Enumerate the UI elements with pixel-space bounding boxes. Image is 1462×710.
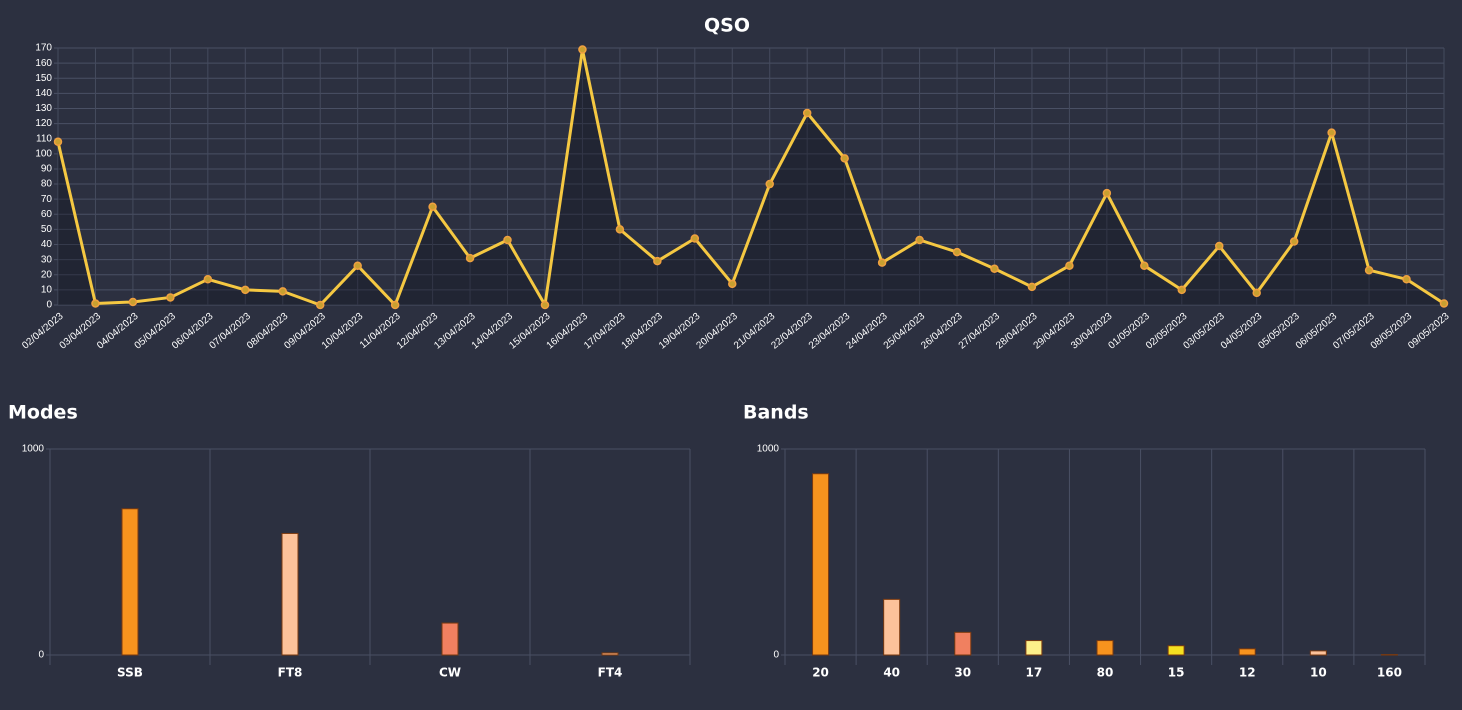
x-tick-label: FT4 xyxy=(598,666,623,680)
x-tick-label: 12 xyxy=(1239,666,1256,680)
bar xyxy=(121,508,139,656)
y-tick-label: 30 xyxy=(41,254,53,265)
y-tick-label: 80 xyxy=(41,179,53,190)
point xyxy=(653,256,662,266)
y-tick-label: 40 xyxy=(41,239,53,250)
bar xyxy=(954,631,972,656)
point xyxy=(315,300,325,310)
x-tick-label: 17 xyxy=(1026,666,1043,680)
x-tick-label: 160 xyxy=(1377,666,1402,680)
y-tick-label: 70 xyxy=(41,194,53,205)
point xyxy=(1214,241,1224,251)
chart-title: Bands xyxy=(743,402,809,424)
y-tick-label: 60 xyxy=(41,209,53,220)
point xyxy=(728,279,737,289)
point xyxy=(540,300,550,310)
bar xyxy=(601,652,619,656)
x-tick-label: 30 xyxy=(954,666,971,680)
point xyxy=(802,108,812,118)
point xyxy=(877,258,887,267)
point xyxy=(1364,265,1374,275)
point xyxy=(428,202,437,211)
point xyxy=(166,293,175,302)
point xyxy=(990,264,999,273)
bar xyxy=(281,532,299,656)
x-tick-label: 80 xyxy=(1097,666,1114,680)
area xyxy=(58,49,1444,305)
line xyxy=(56,48,1445,307)
point xyxy=(1402,275,1411,284)
x-tick-label: CW xyxy=(439,666,461,680)
point xyxy=(578,45,587,54)
y-tick-label: 130 xyxy=(35,103,52,114)
point xyxy=(1177,285,1187,295)
bar xyxy=(883,598,901,656)
bar xyxy=(1309,650,1327,656)
point xyxy=(615,225,625,234)
chart-title: Modes xyxy=(8,402,78,424)
x-tick-label: 09/05/2023 xyxy=(1406,311,1452,352)
x-tick-label: 10/04/2023 xyxy=(320,311,366,352)
point xyxy=(1289,237,1299,246)
point xyxy=(1439,299,1449,308)
point xyxy=(1065,261,1074,270)
point xyxy=(503,235,512,245)
bar xyxy=(1096,640,1114,656)
point xyxy=(465,253,475,263)
y-tick-label: 0 xyxy=(46,300,52,311)
y-tick-label: 150 xyxy=(35,73,52,84)
point xyxy=(1327,128,1336,137)
point xyxy=(241,285,250,295)
point xyxy=(1102,188,1112,198)
point xyxy=(390,300,400,310)
point xyxy=(278,287,288,296)
y-tick-label: 1000 xyxy=(22,444,45,455)
point xyxy=(952,247,962,257)
y-tick-label: 90 xyxy=(41,164,53,175)
point xyxy=(1027,282,1037,292)
x-tick-label: SSB xyxy=(117,666,143,680)
y-tick-label: 140 xyxy=(35,88,52,99)
bar xyxy=(1238,648,1256,656)
y-tick-label: 10 xyxy=(41,285,53,296)
x-tick-label: 15 xyxy=(1168,666,1185,680)
y-tick-label: 110 xyxy=(36,133,52,144)
y-tick-label: 50 xyxy=(41,224,53,235)
y-tick-label: 0 xyxy=(773,650,779,661)
point xyxy=(1252,288,1261,298)
bar xyxy=(441,622,459,656)
point xyxy=(1140,261,1149,270)
y-tick-label: 20 xyxy=(41,269,53,280)
y-tick-label: 120 xyxy=(35,118,52,129)
bar xyxy=(1025,640,1043,656)
y-tick-label: 0 xyxy=(38,650,44,661)
y-tick-label: 160 xyxy=(35,58,52,69)
x-tick-label: 40 xyxy=(883,666,900,680)
x-tick-label: FT8 xyxy=(278,666,303,680)
point xyxy=(765,179,774,189)
y-tick-label: 100 xyxy=(35,148,52,159)
point xyxy=(128,297,138,307)
x-tick-label: 20 xyxy=(812,666,829,680)
point xyxy=(690,234,700,243)
y-tick-label: 1000 xyxy=(757,444,780,455)
point xyxy=(915,235,924,245)
bar xyxy=(812,473,830,656)
bar xyxy=(1167,645,1185,656)
point xyxy=(353,261,362,270)
chart-title: QSO xyxy=(704,15,750,37)
y-tick-label: 170 xyxy=(35,43,52,54)
point xyxy=(53,137,63,146)
point xyxy=(203,275,213,284)
x-tick-label: 10 xyxy=(1310,666,1327,680)
point xyxy=(91,299,100,308)
point xyxy=(840,154,849,163)
